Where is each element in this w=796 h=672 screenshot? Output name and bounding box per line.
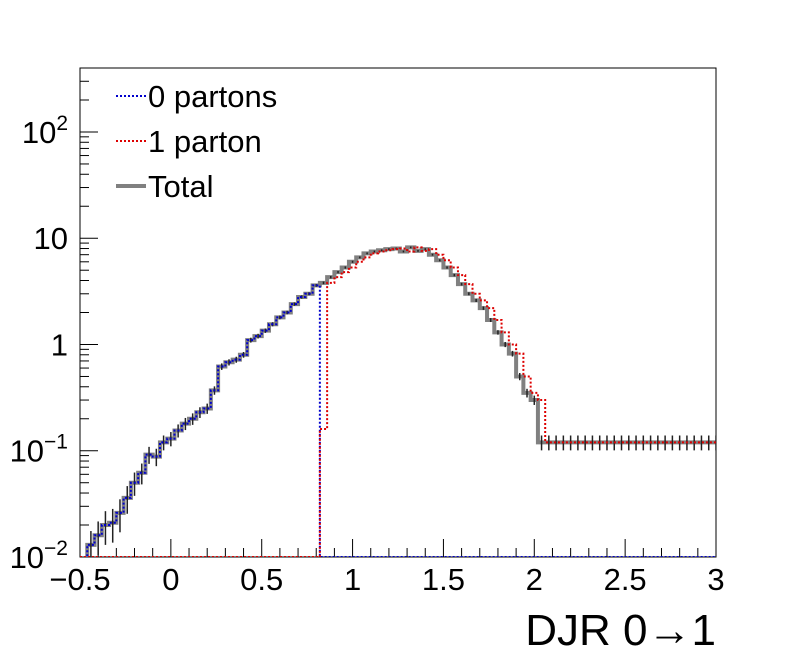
x-tick-label: 0.5 xyxy=(240,562,283,597)
series-0-partons xyxy=(86,284,716,557)
x-tick-label: −0.5 xyxy=(49,562,110,597)
legend: 0 partons 1 parton Total xyxy=(116,79,277,204)
y-tick-label: 1 xyxy=(51,327,68,362)
x-tick-label: 1.5 xyxy=(422,562,465,597)
x-tick-label: 2 xyxy=(526,562,543,597)
x-tick-label: 2.5 xyxy=(604,562,647,597)
y-tick-label: 10 xyxy=(34,221,68,256)
x-tick-labels: −0.5 0 0.5 1 1.5 2 2.5 3 xyxy=(49,562,724,597)
x-tick-label: 1 xyxy=(344,562,361,597)
series-total xyxy=(85,245,716,557)
x-axis-title: DJR 0→1 xyxy=(525,606,716,655)
y-tick-label: 10−1 xyxy=(10,431,68,469)
histogram-series xyxy=(80,245,716,557)
series-1-parton xyxy=(80,246,716,557)
legend-label: 0 partons xyxy=(148,79,277,114)
y-tick-label: 10−2 xyxy=(10,537,68,575)
legend-label: Total xyxy=(148,169,213,204)
x-tick-label: 0 xyxy=(162,562,179,597)
y-tick-labels: 10−2 10−1 1 10 102 xyxy=(10,112,68,575)
legend-label: 1 parton xyxy=(148,124,262,159)
y-tick-label: 102 xyxy=(22,112,68,150)
x-tick-label: 3 xyxy=(707,562,724,597)
